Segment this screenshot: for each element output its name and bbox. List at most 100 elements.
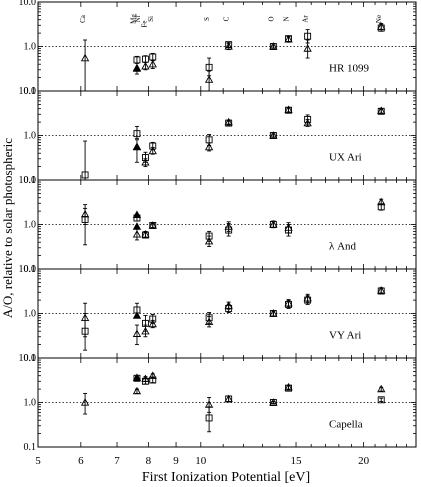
x-tick-label: 15 xyxy=(291,455,303,467)
element-label-si: Si xyxy=(147,16,155,22)
filled-triangle-marker xyxy=(132,311,142,319)
triangle-marker xyxy=(132,386,142,395)
element-label-o: O xyxy=(267,16,275,21)
y-tick-label: 0.1 xyxy=(24,86,37,97)
x-tick-label: 6 xyxy=(78,455,84,467)
element-label-ni: Ni xyxy=(134,15,142,22)
x-tick-label: 7 xyxy=(114,455,120,467)
y-tick-label: 0.1 xyxy=(24,175,37,186)
triangle-marker xyxy=(377,197,386,206)
triangle-marker xyxy=(224,301,233,309)
y-tick-label: 10.0 xyxy=(19,0,37,8)
y-tick-label: 1.0 xyxy=(24,42,37,53)
triangle-marker xyxy=(148,371,157,379)
x-tick-label: 20 xyxy=(358,455,370,467)
triangle-marker xyxy=(204,236,214,245)
y-tick-label: 10.0 xyxy=(19,86,37,97)
triangle-marker xyxy=(284,223,293,231)
x-axis-label: First Ionization Potential [eV] xyxy=(142,470,310,485)
y-tick-label: 0.1 xyxy=(24,442,37,453)
triangle-marker xyxy=(377,286,386,294)
triangle-marker xyxy=(284,382,293,391)
triangle-marker xyxy=(141,374,150,383)
triangle-marker xyxy=(224,222,233,230)
element-label-ca: Ca xyxy=(79,14,87,23)
y-tick-label: 0.1 xyxy=(24,264,37,275)
triangle-marker xyxy=(141,230,150,238)
star-label: λ And xyxy=(329,240,357,252)
element-label-n: N xyxy=(283,16,291,21)
element-label-ar: Ar xyxy=(302,15,310,23)
element-label-ne: Ne xyxy=(375,15,383,23)
triangle-marker xyxy=(80,313,90,321)
element-label-s: S xyxy=(203,17,211,21)
y-tick-label: 10.0 xyxy=(19,353,37,364)
triangle-marker xyxy=(303,44,312,52)
triangle-marker xyxy=(204,317,214,325)
filled-triangle-marker xyxy=(132,142,142,150)
triangle-marker xyxy=(269,220,278,228)
x-axis: 5 6 7 8 9 10 15 20 xyxy=(35,455,369,467)
triangle-marker xyxy=(132,329,142,337)
triangle-marker xyxy=(141,157,150,166)
filled-triangle-marker xyxy=(132,210,142,218)
x-tick-label: 9 xyxy=(173,455,179,467)
triangle-marker xyxy=(204,400,214,408)
triangle-marker xyxy=(284,34,293,43)
square-marker xyxy=(81,171,89,179)
triangle-marker xyxy=(377,384,386,393)
triangle-marker xyxy=(224,42,233,50)
y-tick-label: 1.0 xyxy=(24,131,37,142)
triangle-marker xyxy=(284,105,293,113)
panel-4: 10.0 1.0 0.1 VY Ari xyxy=(19,264,417,364)
x-tick-label: 10 xyxy=(195,455,207,467)
square-marker xyxy=(205,63,213,71)
square-marker xyxy=(133,130,141,138)
x-tick-label: 8 xyxy=(146,455,152,467)
triangle-marker xyxy=(80,53,90,62)
triangle-marker xyxy=(269,42,278,50)
y-tick-label: 10.0 xyxy=(19,175,37,186)
triangle-marker xyxy=(204,142,214,151)
square-marker xyxy=(205,414,213,422)
triangle-marker xyxy=(269,131,278,139)
y-axis-label: A/O, relative to solar photospheric xyxy=(0,138,15,318)
y-tick-label: 0.1 xyxy=(24,353,37,364)
triangle-marker xyxy=(80,209,90,218)
triangle-marker xyxy=(303,293,312,302)
triangle-marker xyxy=(269,309,278,317)
triangle-marker xyxy=(148,59,157,68)
panel-3: 10.0 1.0 0.1 λ And xyxy=(19,175,417,275)
triangle-marker xyxy=(377,106,386,114)
triangle-marker xyxy=(224,117,233,126)
triangle-marker xyxy=(141,61,150,70)
element-label-c: C xyxy=(223,16,231,21)
triangle-marker xyxy=(148,319,157,328)
filled-triangle-marker xyxy=(132,373,142,381)
y-tick-label: 1.0 xyxy=(24,220,37,231)
panel-5: 10.0 1.0 0.1 Capella xyxy=(19,353,417,453)
star-label: UX Ari xyxy=(329,151,362,163)
triangle-marker xyxy=(204,75,214,83)
filled-triangle-marker xyxy=(132,222,142,230)
triangle-marker xyxy=(284,298,293,307)
triangle-marker xyxy=(132,230,142,238)
y-tick-label: 1.0 xyxy=(24,309,37,320)
element-label-fe: Fe xyxy=(140,21,148,28)
star-label: Capella xyxy=(329,418,363,430)
y-tick-label: 1.0 xyxy=(24,398,37,409)
triangle-marker xyxy=(148,146,157,155)
filled-triangle-marker xyxy=(132,63,142,72)
triangle-marker xyxy=(80,398,90,406)
y-tick-label: 10.0 xyxy=(19,264,37,275)
panel-2: 10.0 1.0 0.1 UX Ari xyxy=(19,86,417,186)
element-label-mg: Mg xyxy=(129,14,137,24)
star-label: VY Ari xyxy=(329,329,361,341)
triangle-marker xyxy=(377,22,386,30)
square-marker xyxy=(304,32,312,40)
triangle-marker xyxy=(141,326,150,335)
star-label: HR 1099 xyxy=(329,62,370,74)
triangle-marker xyxy=(148,221,157,229)
